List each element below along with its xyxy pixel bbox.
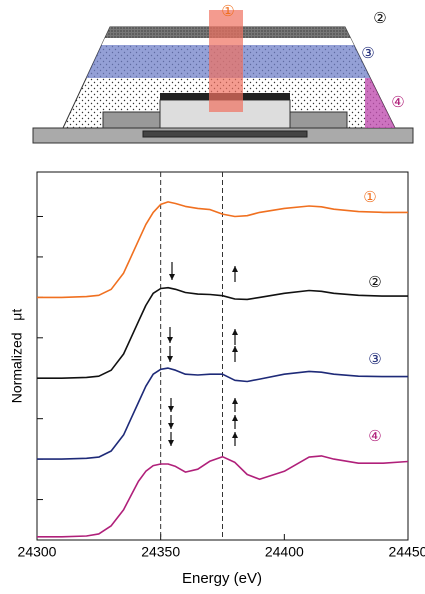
arrow-head [232,432,238,438]
arrow-head [232,329,238,335]
arrow-head [232,398,238,404]
arrow-head [168,423,174,429]
x-tick-label: 24450 [389,544,425,560]
series-label: ④ [368,428,381,445]
x-tick-label: 24300 [18,544,57,560]
arrow-head [167,356,173,362]
substrate-inner [143,131,307,137]
arrow-head [232,266,238,272]
x-tick-label: 24400 [265,544,304,560]
arrow-head [169,274,175,280]
schematic-label: ④ [391,94,404,111]
arrow-head [168,440,174,446]
x-tick-label: 24350 [141,544,180,560]
schematic-label: ③ [361,45,374,62]
arrow-head [232,346,238,352]
arrow-head [232,415,238,421]
arrow-head [167,337,173,343]
schematic-label: ② [373,10,386,27]
schematic: ① ② ③ ④ [33,3,413,143]
series-label: ② [368,274,381,291]
red-beam [209,10,243,112]
series-label: ① [363,189,376,206]
series-label: ③ [368,351,381,368]
arrow-head [168,406,174,412]
y-axis-label: Normalized μt [9,309,25,404]
x-axis-label: Energy (eV) [182,570,262,587]
figure: ① ② ③ ④ Energy (eV) Normalized μt 24300 2… [0,0,425,589]
schematic-label: ① [221,3,234,20]
